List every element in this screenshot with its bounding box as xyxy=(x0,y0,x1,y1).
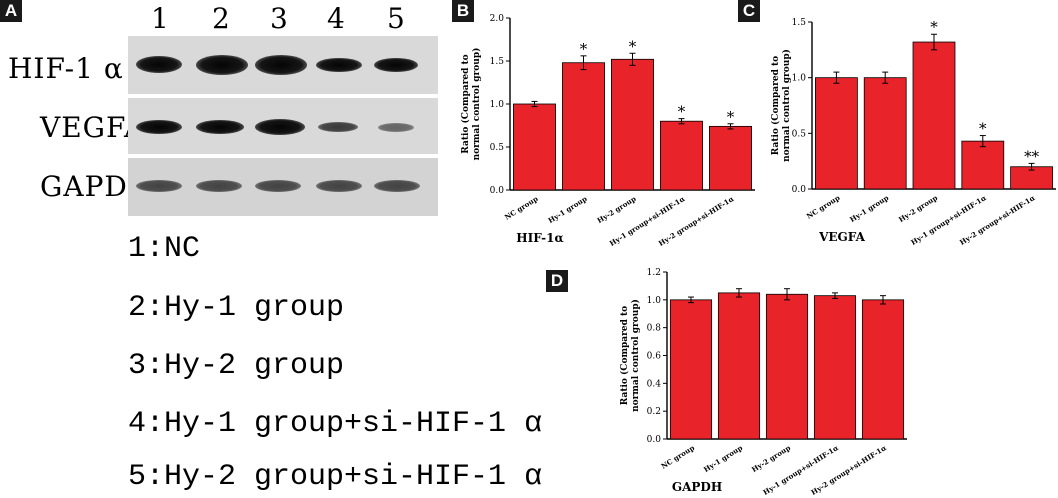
blot-strip-gapdh xyxy=(128,158,438,216)
lane-number-3: 3 xyxy=(270,2,288,35)
chart-b-significance-3: * xyxy=(678,103,686,121)
chart-b-ytick-label-1: 0.5 xyxy=(490,143,505,153)
band-vegfa-lane2 xyxy=(196,120,244,134)
lane-number-1: 1 xyxy=(151,2,169,35)
chart-b-bar-0 xyxy=(513,103,556,191)
blot-label-vegfa: VEGFA xyxy=(40,111,146,144)
band-vegfa-lane1 xyxy=(136,120,182,134)
band-gapdh-lane3 xyxy=(255,180,301,192)
band-gapdh-lane2 xyxy=(196,180,242,192)
chart-b-significance-4: * xyxy=(727,108,735,126)
band-gapdh-lane5 xyxy=(374,180,420,192)
band-gapdh-lane1 xyxy=(136,180,182,192)
lane-number-5: 5 xyxy=(387,2,405,35)
band-hif1a-lane3 xyxy=(255,55,307,75)
lane-number-2: 2 xyxy=(212,2,230,35)
chart-b-ytick-label-4: 2.0 xyxy=(490,14,505,24)
chart-b-y-axis-label: Ratio (Compared tonormal control group) xyxy=(460,48,482,161)
chart-b-bar-2 xyxy=(611,58,654,191)
chart-b-bar-3 xyxy=(660,120,703,191)
lane-legend-1: 1:NC xyxy=(128,232,201,266)
chart-b-xtick-label-0: NC group xyxy=(503,194,540,222)
chart-b-significance-2: * xyxy=(629,37,637,55)
chart-b-xtick-label-2: Hy-2 group xyxy=(595,194,637,225)
lane-legend-4: 4:Hy-1 group+si-HIF-1 α xyxy=(128,407,543,441)
chart-b-y-axis-label-line2: normal control group) xyxy=(471,48,482,161)
band-vegfa-lane4 xyxy=(318,122,358,132)
lane-legend-5: 5:Hy-2 group+si-HIF-1 α xyxy=(128,460,543,494)
panel-label-b: B xyxy=(452,0,474,22)
lane-legend-3: 3:Hy-2 group xyxy=(128,349,345,383)
chart-b-ytick-label-0: 0.0 xyxy=(490,186,505,196)
band-vegfa-lane5 xyxy=(378,123,414,132)
panel-label-c: C xyxy=(738,0,760,22)
chart-b-significance-1: * xyxy=(580,40,588,58)
chart-b-ytick-label-2: 1.0 xyxy=(490,100,505,110)
panel-label-a: A xyxy=(0,0,22,22)
chart-b-ytick-label-3: 1.5 xyxy=(490,57,505,67)
panel-label-d: D xyxy=(546,270,568,292)
western-blot-panel: A 1 2 3 4 5 HIF-1 α VEGFA GAPDH 1:NC 2:H… xyxy=(0,0,542,498)
blot-strip-vegfa xyxy=(128,98,438,154)
band-hif1a-lane5 xyxy=(374,58,418,72)
chart-b-xtick-label-1: Hy-1 group xyxy=(546,194,588,225)
band-hif1a-lane2 xyxy=(196,55,248,75)
chart-b-x-axis-label: HIF-1α xyxy=(516,231,564,245)
chart-b-bar-4 xyxy=(709,125,752,191)
band-vegfa-lane3 xyxy=(255,119,305,135)
lane-legend-2: 2:Hy-1 group xyxy=(128,291,345,325)
band-gapdh-lane4 xyxy=(316,180,362,192)
chart-b-y-axis-label-line1: Ratio (Compared to xyxy=(460,54,471,153)
band-hif1a-lane1 xyxy=(136,56,182,73)
blot-label-hif1a: HIF-1 α xyxy=(8,52,124,85)
lane-number-4: 4 xyxy=(327,2,345,35)
chart-b-bar-1 xyxy=(562,62,605,191)
band-hif1a-lane4 xyxy=(316,58,362,72)
blot-strip-hif1a xyxy=(128,36,438,94)
